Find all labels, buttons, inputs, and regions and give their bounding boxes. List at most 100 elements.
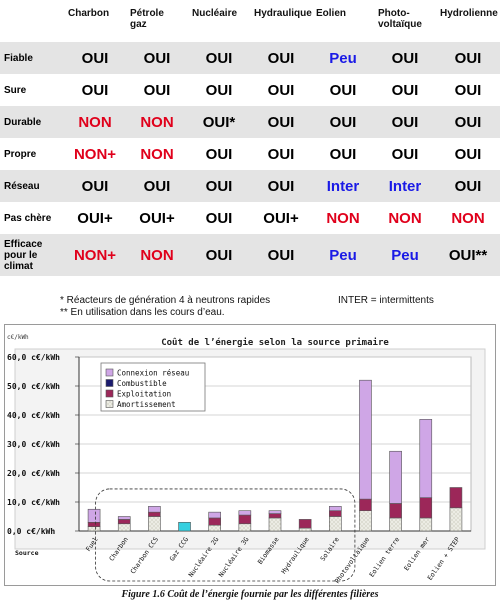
table-cell: OUI+ <box>77 209 113 227</box>
legend-swatch <box>105 389 114 398</box>
figure-caption: Figure 1.6 Coût de l’énergie fournie par… <box>121 589 379 600</box>
bar-segment <box>87 522 101 527</box>
bar-segment <box>87 526 101 532</box>
footnote-watercourse: ** En utilisation dans les cours d’eau. <box>60 307 225 318</box>
table-cell: OUI <box>205 145 233 163</box>
x-axis-label: Source <box>15 549 39 557</box>
table-cell: OUI <box>436 170 500 202</box>
bar-segment <box>449 487 463 509</box>
table-cell: NON <box>388 209 422 227</box>
table-cell: Peu <box>312 234 374 276</box>
bar-segment <box>208 517 221 526</box>
table-cell: OUI <box>188 42 250 74</box>
bar-segment <box>419 419 433 498</box>
column-header: Hydraulique <box>254 8 312 19</box>
group-highlight <box>95 488 356 582</box>
y-tick-label: 10,0 c€/kWh <box>7 498 60 507</box>
table-cell: OUI <box>188 234 250 276</box>
bar-segment <box>449 507 463 532</box>
bar-segment <box>329 510 342 517</box>
bar-segment <box>298 527 312 532</box>
legend-label: Amortissement <box>117 400 176 409</box>
bar-segment <box>117 519 131 525</box>
table-cell: OUI <box>250 170 312 202</box>
table-cell: NON+ <box>73 145 117 163</box>
bar-segment <box>268 517 282 532</box>
footnote-generation4: * Réacteurs de génération 4 à neutrons r… <box>60 295 271 306</box>
bar-segment <box>359 510 372 532</box>
bar-segment <box>238 523 252 532</box>
y-tick-label: 60,0 c€/kWh <box>7 353 60 362</box>
row-label: Pas chère <box>4 212 52 224</box>
bar-segment <box>329 506 342 512</box>
table-cell: OUI <box>143 81 171 99</box>
legend-swatch <box>105 379 114 387</box>
column-header: Hydrolienne <box>440 8 498 19</box>
y-tick-label: 0,0 c€/kWh <box>7 527 55 536</box>
footnote-intermittent: INTER = intermittents <box>338 295 434 306</box>
table-cell: NON <box>451 209 485 227</box>
bar-segment <box>148 506 161 513</box>
bar-segment <box>117 523 131 532</box>
table-cell: Inter <box>312 170 374 202</box>
table-row: Réseau OUI OUI OUI OUI Inter Inter OUI <box>0 170 500 202</box>
table-cell: OUI <box>454 145 482 163</box>
chart-title: Coût de l’énergie selon la source primai… <box>161 337 389 348</box>
table-cell: OUI <box>374 42 436 74</box>
table-cell: NON <box>64 106 126 138</box>
table-cell: Peu <box>312 42 374 74</box>
table-cell: OUI <box>374 106 436 138</box>
table-cell: OUI <box>64 170 126 202</box>
bar-segment <box>148 516 161 532</box>
table-cell: OUI* <box>188 106 250 138</box>
table-cell: NON <box>126 106 188 138</box>
table-row: Efficace pour le climat NON+ NON OUI OUI Peu Peu… <box>0 234 500 276</box>
y-axis-label: c€/kWh <box>7 334 29 341</box>
table-cell: OUI <box>205 81 233 99</box>
bar-segment <box>329 516 342 532</box>
table-cell: OUI <box>64 42 126 74</box>
table-row: Sure OUI OUI OUI OUI OUI OUI OUI <box>0 74 500 106</box>
table-cell: OUI <box>391 81 419 99</box>
table-cell: OUI <box>267 81 295 99</box>
legend-swatch <box>105 400 114 408</box>
y-tick-label: 40,0 c€/kWh <box>7 411 60 420</box>
table-cell: OUI <box>250 234 312 276</box>
bar-segment <box>359 379 372 500</box>
column-header: Eolien <box>316 8 347 19</box>
y-tick-label: 50,0 c€/kWh <box>7 382 60 391</box>
bar-segment <box>419 497 433 519</box>
legend-swatch <box>105 368 114 377</box>
bar-segment <box>208 511 221 519</box>
row-label: Efficace pour le climat <box>0 234 64 276</box>
comparison-table: Charbon Pétrole gaz Nucléaire Hydraulique Eol… <box>0 0 500 276</box>
column-header: Pétrole gaz <box>130 8 164 30</box>
table-row: Fiable OUI OUI OUI OUI Peu OUI OUI <box>0 42 500 74</box>
table-cell: OUI <box>329 81 357 99</box>
corner-cell <box>0 0 64 42</box>
table-cell: NON <box>140 145 174 163</box>
bar-segment <box>117 516 131 520</box>
bar-segment <box>359 498 372 512</box>
table-cell: OUI <box>436 106 500 138</box>
table-cell: OUI+ <box>139 209 175 227</box>
table-cell: OUI <box>454 81 482 99</box>
row-label: Réseau <box>0 170 64 202</box>
row-label: Sure <box>4 84 27 96</box>
table-cell: OUI <box>250 42 312 74</box>
row-label: Propre <box>4 148 37 160</box>
bar-segment <box>87 508 101 523</box>
table-cell: OUI <box>81 81 109 99</box>
table-header-row: Charbon Pétrole gaz Nucléaire Hydraulique Eol… <box>0 0 500 42</box>
table-cell: OUI** <box>436 234 500 276</box>
bar-segment <box>268 513 282 519</box>
table-cell: OUI+ <box>263 209 299 227</box>
table-cell: NON <box>326 209 360 227</box>
bar-segment <box>148 511 161 517</box>
table-cell: OUI <box>391 145 419 163</box>
table-cell: OUI <box>250 106 312 138</box>
legend-label: Connexion réseau <box>117 369 189 378</box>
column-header: Nucléaire <box>192 8 238 19</box>
row-label: Durable <box>0 106 64 138</box>
bar-segment <box>208 524 221 532</box>
